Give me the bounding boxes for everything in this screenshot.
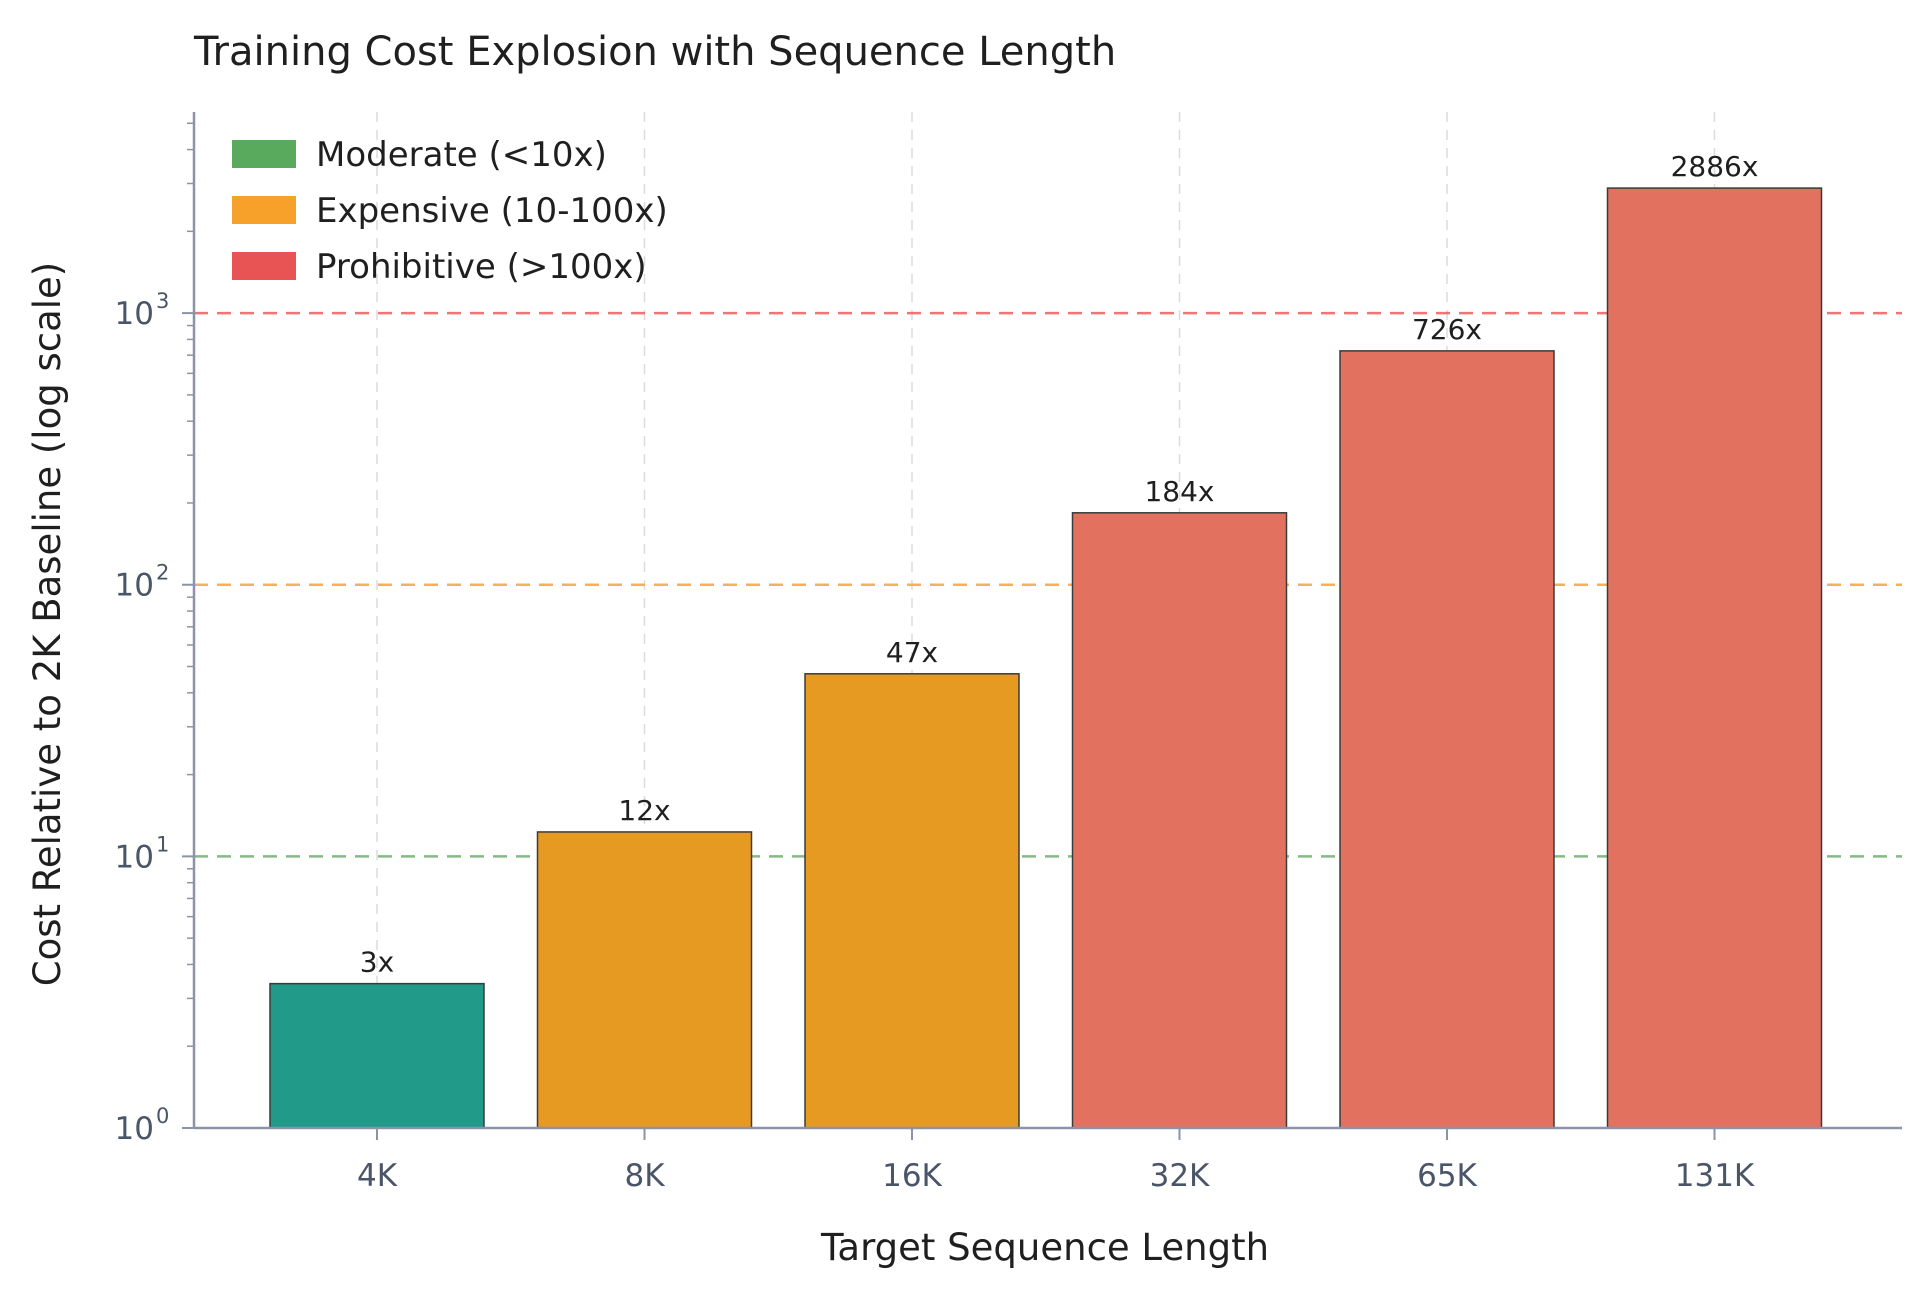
legend: Moderate (<10x) Expensive (10-100x) Prohib… <box>232 135 668 287</box>
data-label-4k: 3x <box>360 946 394 979</box>
x-tick-label-4k: 4K <box>357 1158 398 1194</box>
y-tick-label-100: 10 <box>115 568 154 604</box>
bars: 3x 12x 47x 184x 726x 2886x <box>269 150 1823 1129</box>
bar-131k <box>1606 187 1823 1129</box>
reference-lines <box>194 311 1902 858</box>
x-tick-label-8k: 8K <box>624 1158 665 1194</box>
bar-32k <box>1071 512 1288 1129</box>
y-tick-label-10: 10 <box>115 839 154 875</box>
legend-swatch-1 <box>232 196 296 224</box>
bar-8k <box>536 831 753 1129</box>
y-tick-exponent-100: 2 <box>156 561 169 585</box>
legend-label-2: Prohibitive (>100x) <box>316 247 647 287</box>
x-tick-label-65k: 65K <box>1417 1158 1477 1194</box>
chart-title: Training Cost Explosion with Sequence Le… <box>193 29 1116 75</box>
data-label-8k: 12x <box>618 794 670 827</box>
y-tick-exponent-1000: 3 <box>156 289 169 313</box>
data-label-131k: 2886x <box>1671 150 1759 183</box>
y-axis-label: Cost Relative to 2K Baseline (log scale) <box>26 262 69 986</box>
y-tick-label-1000: 10 <box>115 296 154 332</box>
legend-swatch-0 <box>232 140 296 168</box>
x-tick-label-131k: 131K <box>1675 1158 1755 1194</box>
bar-16k <box>804 673 1020 1129</box>
y-tick-label-1: 10 <box>115 1111 154 1147</box>
y-tick-exponent-1: 0 <box>156 1104 169 1128</box>
legend-label-0: Moderate (<10x) <box>316 135 607 175</box>
data-label-65k: 726x <box>1412 313 1482 346</box>
bar-65k <box>1339 350 1555 1129</box>
data-label-32k: 184x <box>1144 475 1214 508</box>
x-tick-label-32k: 32K <box>1150 1158 1210 1194</box>
data-label-16k: 47x <box>886 636 938 669</box>
x-axis-label: Target Sequence Length <box>820 1226 1269 1269</box>
legend-swatch-2 <box>232 252 296 280</box>
x-tick-label-16k: 16K <box>882 1158 942 1194</box>
legend-label-1: Expensive (10-100x) <box>316 191 668 231</box>
bar-4k <box>269 982 485 1129</box>
y-tick-exponent-10: 1 <box>156 832 169 856</box>
